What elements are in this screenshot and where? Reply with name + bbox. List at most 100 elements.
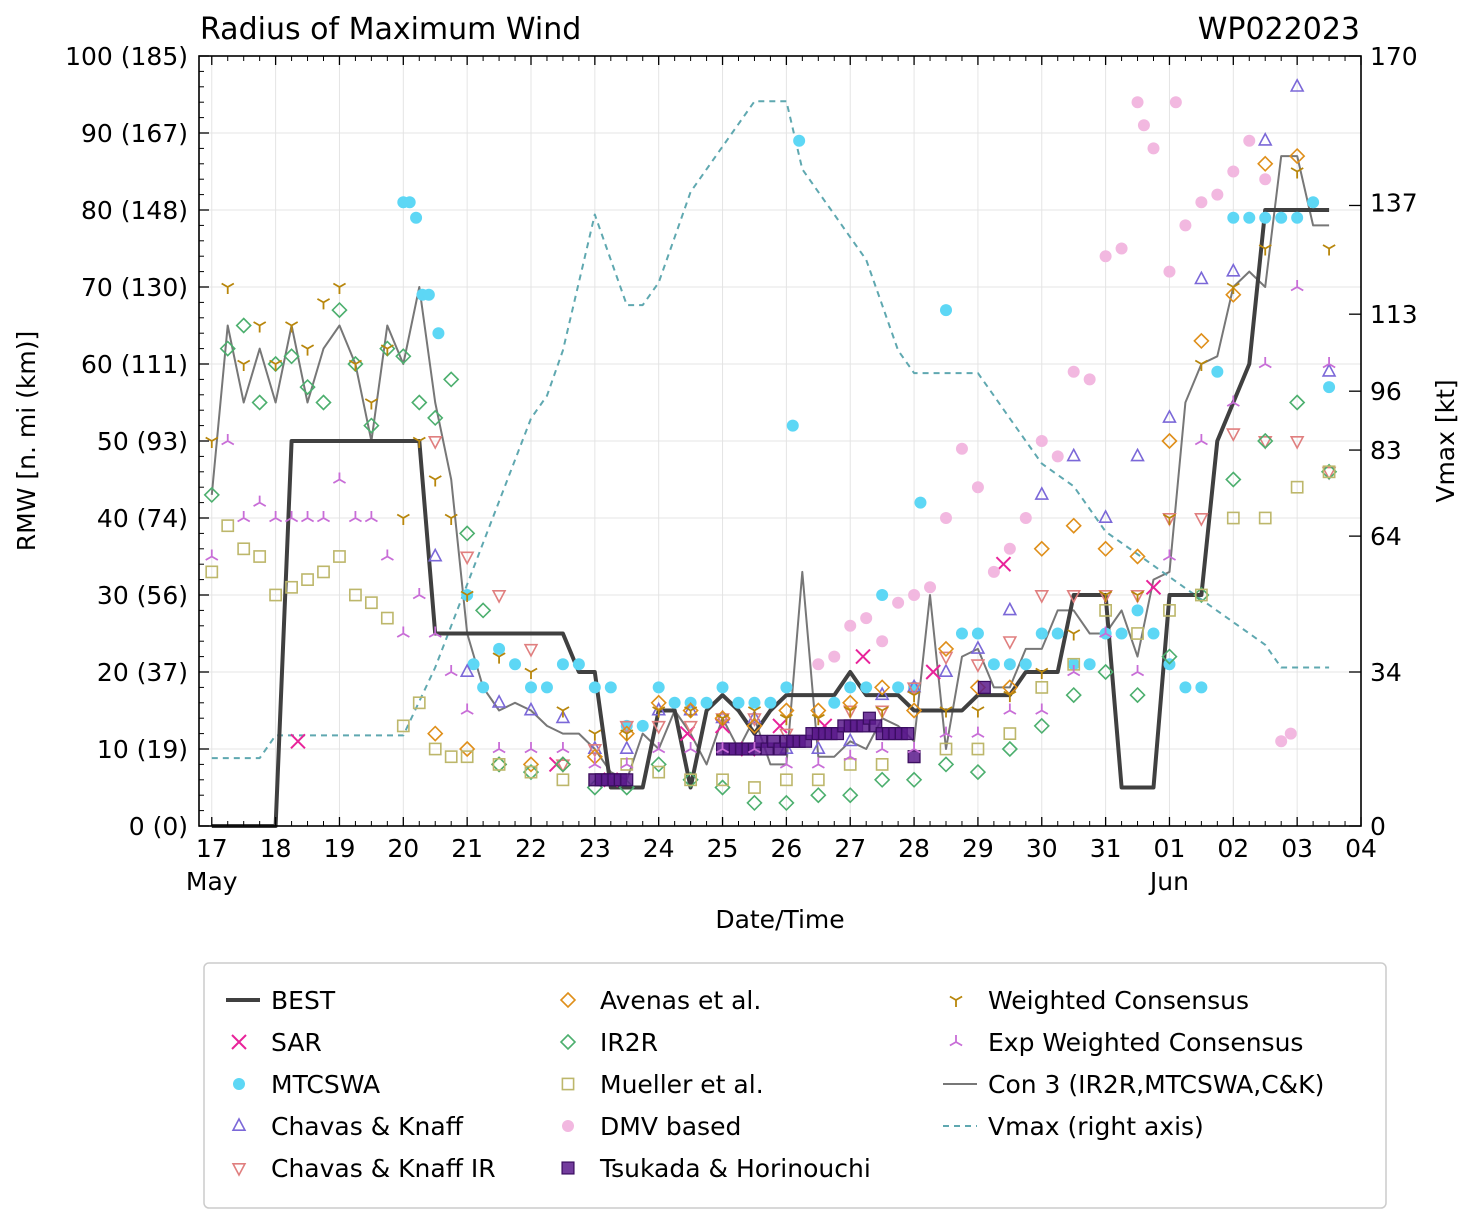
point-mtcswa — [1019, 658, 1032, 671]
point-exp-weighted-consensus — [492, 742, 506, 754]
point-mtcswa — [914, 496, 927, 509]
x-tick-label: 23 — [579, 834, 611, 863]
point-ir2r — [1225, 471, 1242, 488]
point-chavas-knaff — [427, 547, 443, 562]
point-ir2r-shape — [650, 756, 667, 773]
point-dmv-based — [844, 619, 857, 632]
point-ir2r-shape — [1033, 717, 1050, 735]
point-exp-weighted-consensus — [1067, 665, 1081, 677]
point-dmv-based-shape — [924, 581, 937, 594]
point-mueller-et-al-shape — [269, 588, 283, 602]
point-mtcswa — [572, 658, 585, 671]
point-exp-weighted-consensus-shape — [907, 742, 921, 754]
point-mueller-et-al-shape — [285, 580, 298, 594]
point-mtcswa-shape — [940, 304, 952, 317]
point-dmv-based-shape — [1137, 119, 1150, 132]
point-weighted-consensus-shape — [380, 344, 394, 356]
point-weighted-consensus — [364, 398, 378, 410]
point-weighted-consensus-shape — [1290, 167, 1304, 179]
point-exp-weighted-consensus-shape — [620, 757, 634, 769]
point-chavas-knaff-shape — [874, 686, 890, 701]
legend-label: Mueller et al. — [600, 1070, 764, 1099]
point-mtcswa — [732, 696, 745, 709]
point-avenas-et-al-shape — [1193, 332, 1210, 350]
point-weighted-consensus — [1226, 282, 1240, 294]
point-mueller-et-al-shape — [460, 750, 474, 764]
point-avenas-et-al-shape — [427, 725, 444, 742]
point-weighted-consensus-shape — [1194, 359, 1208, 371]
point-ir2r-shape — [331, 301, 348, 319]
point-chavas-knaff-shape — [1226, 262, 1241, 277]
point-mueller-et-al-shape — [939, 742, 953, 756]
point-dmv-based-shape — [1163, 265, 1176, 278]
point-tsukada-horinouchi — [901, 727, 915, 741]
point-mueller-et-al-shape — [1194, 588, 1208, 602]
point-exp-weighted-consensus-shape — [428, 626, 442, 638]
point-sar-shape — [855, 648, 871, 665]
point-dmv-based-shape — [987, 565, 1000, 578]
point-chavas-knaff-ir — [1034, 590, 1050, 604]
point-exp-weighted-consensus — [843, 749, 857, 761]
point-exp-weighted-consensus — [444, 665, 458, 677]
point-dmv-based — [1051, 450, 1064, 463]
point-exp-weighted-consensus — [588, 757, 602, 769]
point-ir2r — [842, 787, 859, 804]
point-exp-weighted-consensus-shape — [332, 472, 347, 484]
point-mueller-et-al — [269, 588, 283, 602]
point-mueller-et-al-shape — [748, 781, 761, 794]
point-mueller-et-al — [652, 765, 666, 779]
point-dmv-based — [987, 565, 1000, 578]
point-mueller-et-al-shape — [492, 757, 506, 771]
point-weighted-consensus-shape — [684, 706, 698, 718]
point-chavas-knaff — [1162, 409, 1177, 423]
legend-label: SAR — [271, 1028, 322, 1057]
point-mueller-et-al — [412, 696, 426, 710]
point-dmv-based-shape — [1147, 142, 1160, 155]
point-dmv-based-shape — [971, 481, 984, 494]
point-sar — [1145, 579, 1162, 596]
point-avenas-et-al — [746, 717, 763, 735]
point-dmv-based — [1099, 250, 1112, 263]
legend-swatch-shape — [561, 1077, 575, 1091]
point-mtcswa — [828, 696, 841, 709]
point-weighted-consensus-shape — [1226, 282, 1240, 294]
point-mtcswa-shape — [1211, 365, 1224, 378]
point-mtcswa — [1035, 627, 1048, 640]
point-weighted-consensus-shape — [1003, 690, 1017, 703]
point-mtcswa-shape — [1291, 211, 1304, 224]
point-mtcswa — [432, 327, 445, 340]
point-chavas-knaff-ir-shape — [1321, 466, 1337, 481]
y-tick-label: 30 (56) — [97, 581, 188, 610]
x-tick-label: 02 — [1217, 834, 1249, 863]
point-mtcswa — [588, 681, 601, 694]
point-ir2r — [395, 348, 412, 365]
point-exp-weighted-consensus — [412, 588, 426, 600]
point-weighted-consensus — [556, 706, 570, 718]
point-chavas-knaff-ir-shape — [842, 705, 858, 720]
point-mueller-et-al — [556, 773, 570, 787]
x-tick-label: 17 — [196, 834, 228, 863]
point-chavas-knaff-ir — [1289, 436, 1305, 450]
point-chavas-knaff-shape — [427, 547, 443, 562]
point-exp-weighted-consensus — [620, 757, 634, 769]
point-dmv-based — [955, 442, 968, 455]
legend-item-weighted-consensus: Weighted Consensus — [949, 986, 1249, 1015]
point-ir2r — [219, 340, 236, 357]
point-dmv-based-shape — [1275, 735, 1288, 748]
point-weighted-consensus-shape — [1131, 590, 1145, 602]
point-mueller-et-al — [253, 550, 267, 563]
point-mtcswa — [1291, 211, 1304, 224]
point-dmv-based-shape — [1243, 134, 1256, 147]
point-dmv-based — [1067, 365, 1080, 378]
point-exp-weighted-consensus-shape — [588, 757, 602, 769]
point-exp-weighted-consensus-shape — [396, 626, 410, 638]
legend-swatch — [949, 995, 963, 1007]
legend-label: Chavas & Knaff — [271, 1112, 464, 1141]
point-ir2r — [474, 602, 492, 619]
point-exp-weighted-consensus-shape — [221, 434, 235, 446]
point-weighted-consensus — [875, 706, 889, 718]
point-ir2r-shape — [1097, 663, 1114, 681]
point-dmv-based-shape — [1169, 96, 1182, 109]
point-exp-weighted-consensus-shape — [715, 742, 730, 754]
legend-item-mtcswa: MTCSWA — [233, 1070, 380, 1099]
